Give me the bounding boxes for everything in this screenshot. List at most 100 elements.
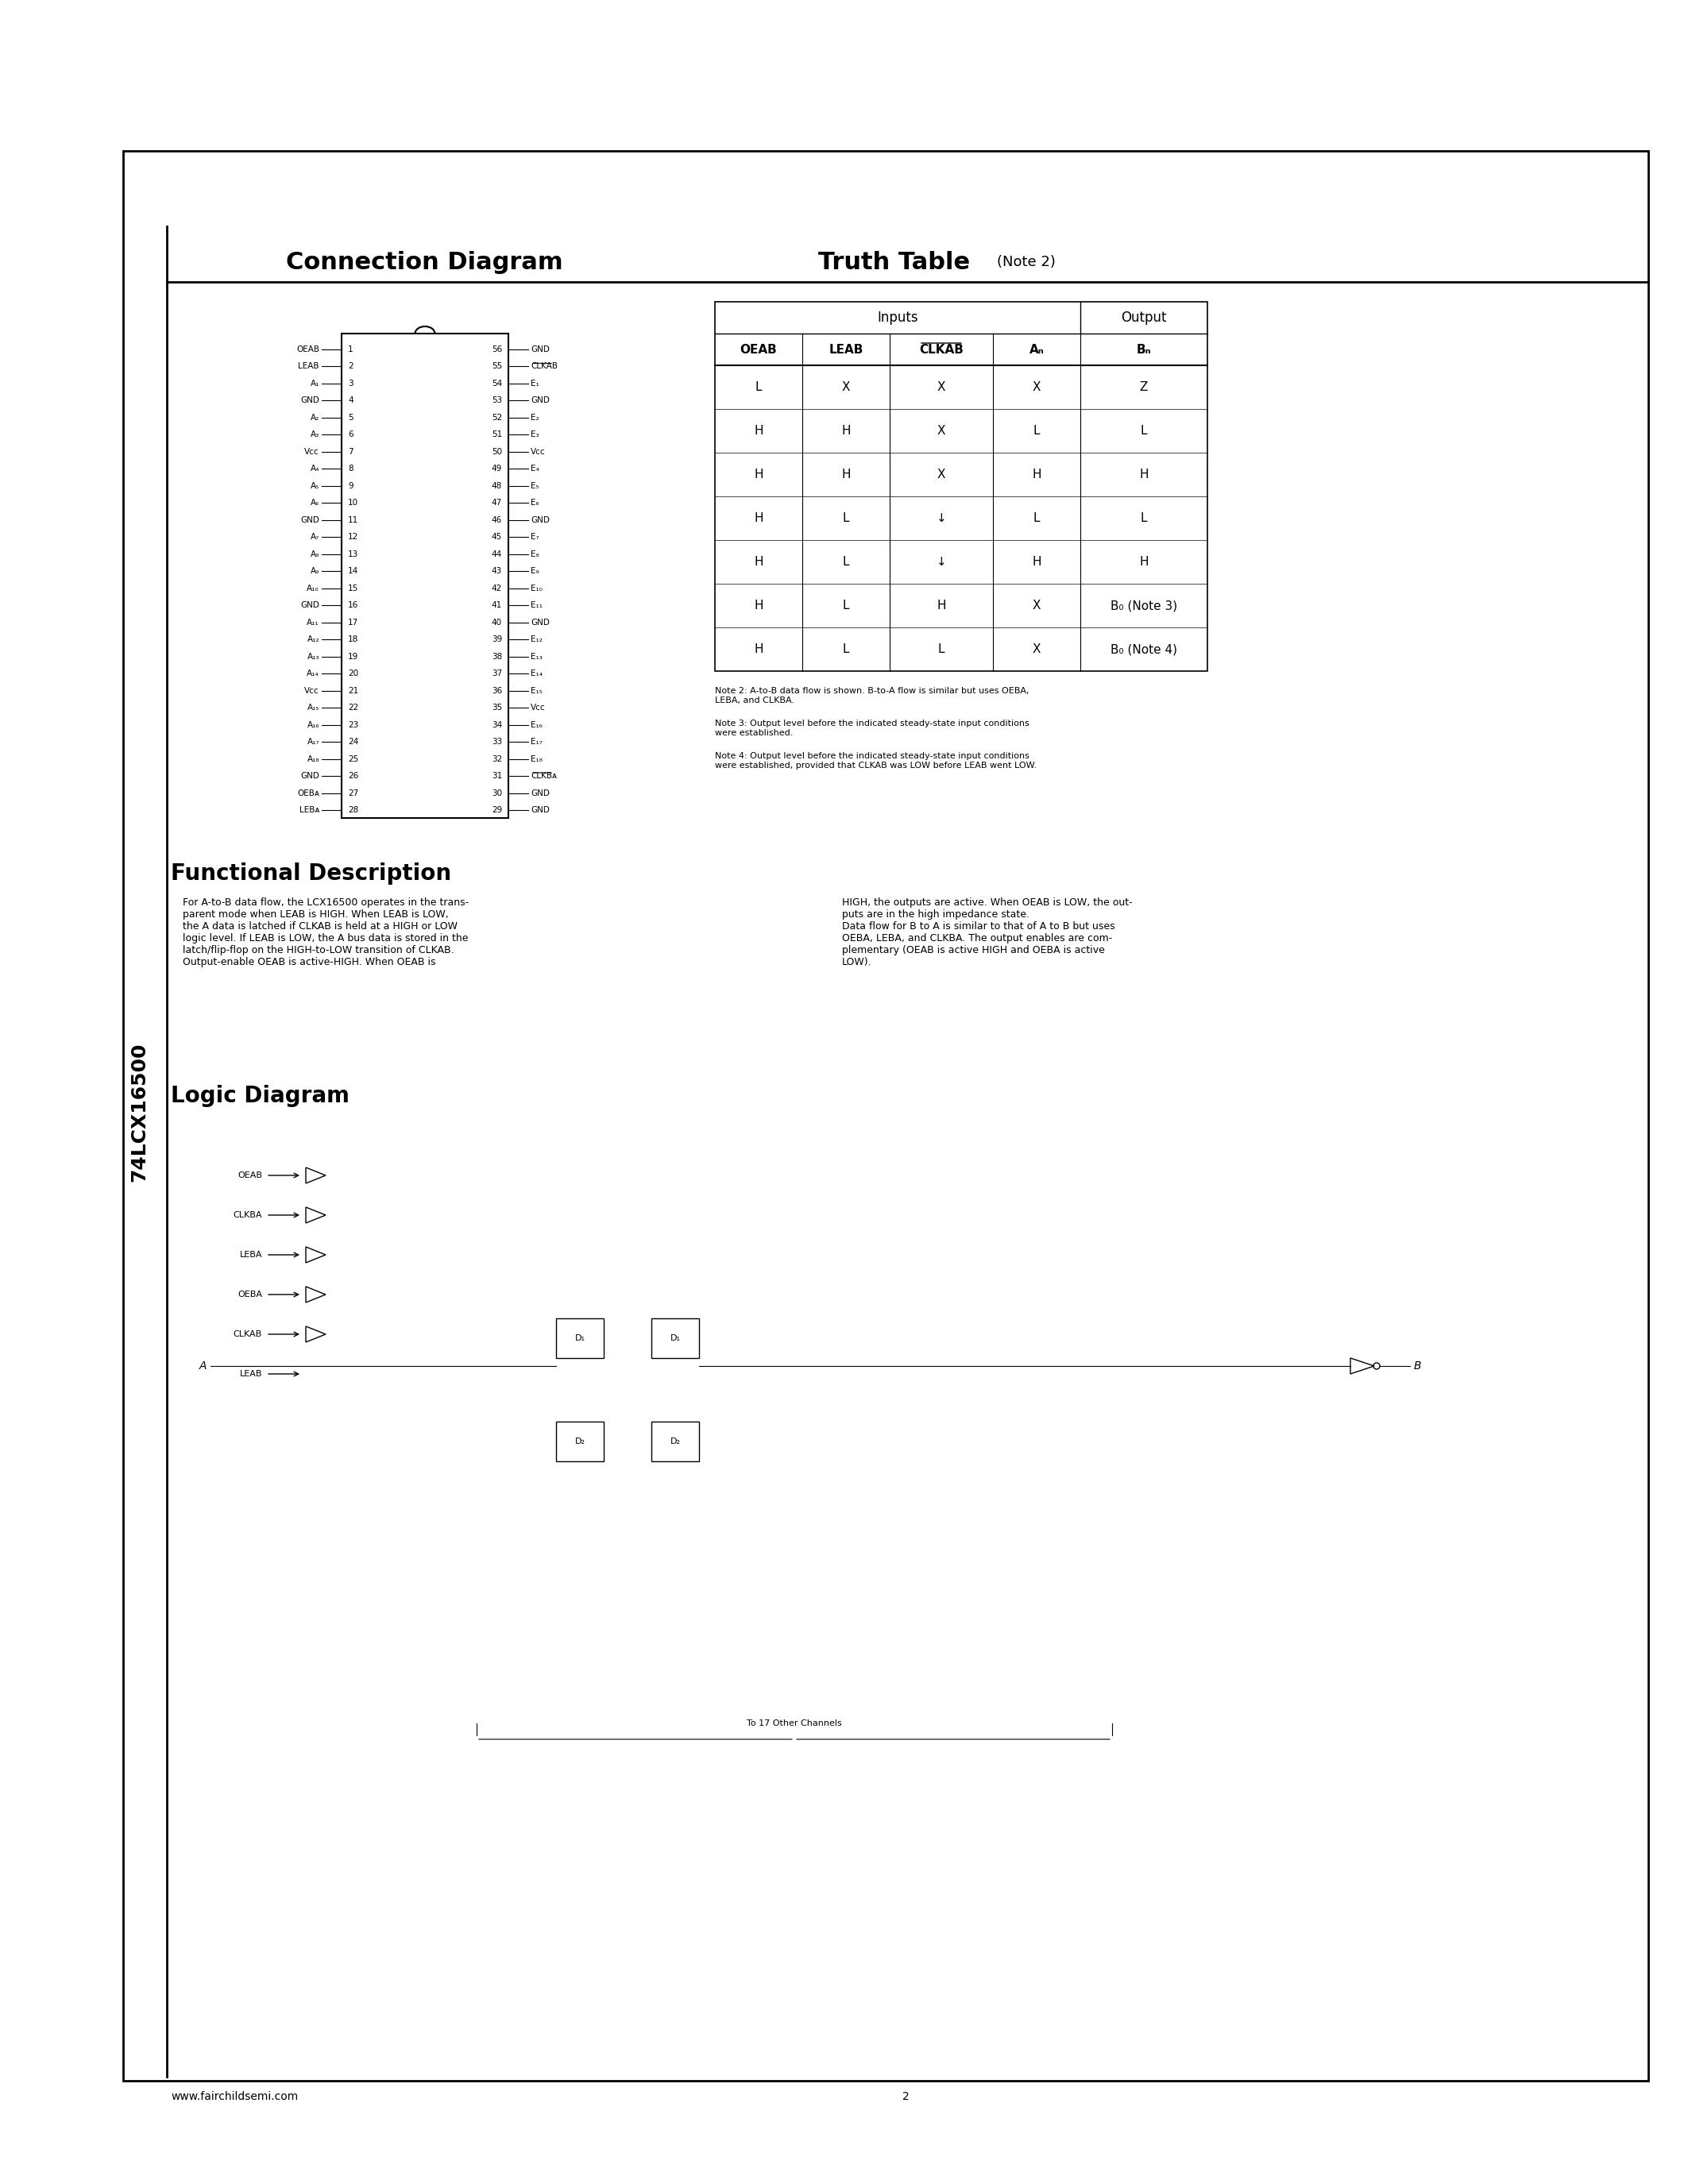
Text: GND: GND bbox=[530, 515, 550, 524]
Text: E₁₆: E₁₆ bbox=[530, 721, 542, 729]
Text: 33: 33 bbox=[491, 738, 501, 745]
Text: L: L bbox=[755, 382, 761, 393]
Text: To 17 Other Channels: To 17 Other Channels bbox=[746, 1719, 842, 1728]
Text: 4: 4 bbox=[348, 397, 353, 404]
Text: H: H bbox=[755, 470, 763, 480]
Text: E₂: E₂ bbox=[530, 413, 538, 422]
Text: LEAB: LEAB bbox=[299, 363, 319, 371]
Text: 38: 38 bbox=[491, 653, 501, 660]
Text: 8: 8 bbox=[348, 465, 353, 472]
Text: 47: 47 bbox=[491, 498, 501, 507]
Text: H: H bbox=[755, 426, 763, 437]
Text: H: H bbox=[755, 557, 763, 568]
Text: (Note 2): (Note 2) bbox=[998, 256, 1055, 269]
Text: L: L bbox=[1033, 513, 1040, 524]
Text: HIGH, the outputs are active. When OEAB is LOW, the out-
puts are in the high im: HIGH, the outputs are active. When OEAB … bbox=[842, 898, 1133, 968]
Text: ↓: ↓ bbox=[937, 557, 947, 568]
Text: E₁: E₁ bbox=[530, 380, 538, 387]
Text: E₁₁: E₁₁ bbox=[530, 601, 542, 609]
Text: 56: 56 bbox=[491, 345, 501, 354]
Text: 39: 39 bbox=[491, 636, 501, 644]
Text: L: L bbox=[842, 513, 849, 524]
Text: GND: GND bbox=[530, 345, 550, 354]
Text: A₁₀: A₁₀ bbox=[307, 585, 319, 592]
Text: 30: 30 bbox=[491, 788, 501, 797]
Text: 54: 54 bbox=[491, 380, 501, 387]
Text: 35: 35 bbox=[491, 703, 501, 712]
Text: 12: 12 bbox=[348, 533, 358, 542]
Text: E₆: E₆ bbox=[530, 498, 538, 507]
Text: L: L bbox=[939, 644, 945, 655]
Text: E₇: E₇ bbox=[530, 533, 538, 542]
Text: A₁₅: A₁₅ bbox=[307, 703, 319, 712]
Text: H: H bbox=[755, 513, 763, 524]
Text: E₈: E₈ bbox=[530, 550, 538, 559]
Text: H: H bbox=[841, 426, 851, 437]
Text: H: H bbox=[1031, 470, 1041, 480]
Text: H: H bbox=[755, 644, 763, 655]
Text: Note 3: Output level before the indicated steady-state input conditions
were est: Note 3: Output level before the indicate… bbox=[716, 719, 1030, 736]
Bar bbox=[182, 1127, 1629, 1747]
Text: CLKAB: CLKAB bbox=[918, 343, 964, 356]
Text: Aₙ: Aₙ bbox=[1030, 343, 1045, 356]
Text: E₁₄: E₁₄ bbox=[530, 670, 542, 677]
Text: 74LCX16500: 74LCX16500 bbox=[130, 1042, 149, 1182]
Text: 17: 17 bbox=[348, 618, 358, 627]
Text: 37: 37 bbox=[491, 670, 501, 677]
Text: H: H bbox=[1031, 557, 1041, 568]
Text: E₁₇: E₁₇ bbox=[530, 738, 542, 745]
Text: 53: 53 bbox=[491, 397, 501, 404]
Text: GND: GND bbox=[530, 397, 550, 404]
Text: E₁₈: E₁₈ bbox=[530, 756, 542, 762]
Text: A₉: A₉ bbox=[311, 568, 319, 574]
Text: Note 4: Output level before the indicated steady-state input conditions
were est: Note 4: Output level before the indicate… bbox=[716, 751, 1036, 769]
Text: X: X bbox=[937, 470, 945, 480]
Text: A₁₈: A₁₈ bbox=[307, 756, 319, 762]
Text: E₅: E₅ bbox=[530, 483, 538, 489]
Bar bbox=[716, 301, 1207, 670]
Text: X: X bbox=[937, 382, 945, 393]
Text: E₁₅: E₁₅ bbox=[530, 686, 542, 695]
Text: 29: 29 bbox=[491, 806, 501, 815]
Text: L: L bbox=[1141, 513, 1148, 524]
Text: GND: GND bbox=[530, 806, 550, 815]
Text: D₂: D₂ bbox=[670, 1437, 680, 1446]
Text: E₁₃: E₁₃ bbox=[530, 653, 542, 660]
Text: 13: 13 bbox=[348, 550, 358, 559]
Text: B: B bbox=[1415, 1361, 1421, 1372]
Text: X: X bbox=[1033, 644, 1041, 655]
Text: 18: 18 bbox=[348, 636, 358, 644]
Text: D₁: D₁ bbox=[574, 1334, 586, 1343]
Text: Truth Table: Truth Table bbox=[819, 251, 979, 273]
Text: 25: 25 bbox=[348, 756, 358, 762]
Text: CLKBA: CLKBA bbox=[233, 1212, 262, 1219]
Text: A₄: A₄ bbox=[311, 465, 319, 472]
Text: Vᴄᴄ: Vᴄᴄ bbox=[530, 703, 545, 712]
Text: A₁₆: A₁₆ bbox=[307, 721, 319, 729]
Text: 45: 45 bbox=[491, 533, 501, 542]
Bar bbox=[652, 1422, 699, 1461]
Text: A₆: A₆ bbox=[311, 498, 319, 507]
Text: CLKBᴀ: CLKBᴀ bbox=[530, 771, 557, 780]
Text: A₃: A₃ bbox=[311, 430, 319, 439]
Text: 27: 27 bbox=[348, 788, 358, 797]
Text: L: L bbox=[1033, 426, 1040, 437]
Text: 14: 14 bbox=[348, 568, 358, 574]
Text: 3: 3 bbox=[348, 380, 353, 387]
Text: 23: 23 bbox=[348, 721, 358, 729]
Text: 31: 31 bbox=[491, 771, 501, 780]
Text: A₁₂: A₁₂ bbox=[307, 636, 319, 644]
Text: 5: 5 bbox=[348, 413, 353, 422]
Text: A₂: A₂ bbox=[311, 413, 319, 422]
Text: E₁₂: E₁₂ bbox=[530, 636, 542, 644]
Text: Logic Diagram: Logic Diagram bbox=[170, 1085, 349, 1107]
Text: 49: 49 bbox=[491, 465, 501, 472]
Text: Bₙ: Bₙ bbox=[1136, 343, 1151, 356]
Text: H: H bbox=[1139, 557, 1148, 568]
Text: D₂: D₂ bbox=[574, 1437, 586, 1446]
Text: X: X bbox=[937, 426, 945, 437]
Text: Functional Description: Functional Description bbox=[170, 863, 451, 885]
Text: LEBA: LEBA bbox=[240, 1251, 262, 1258]
Text: LEAB: LEAB bbox=[829, 343, 863, 356]
Text: 32: 32 bbox=[491, 756, 501, 762]
